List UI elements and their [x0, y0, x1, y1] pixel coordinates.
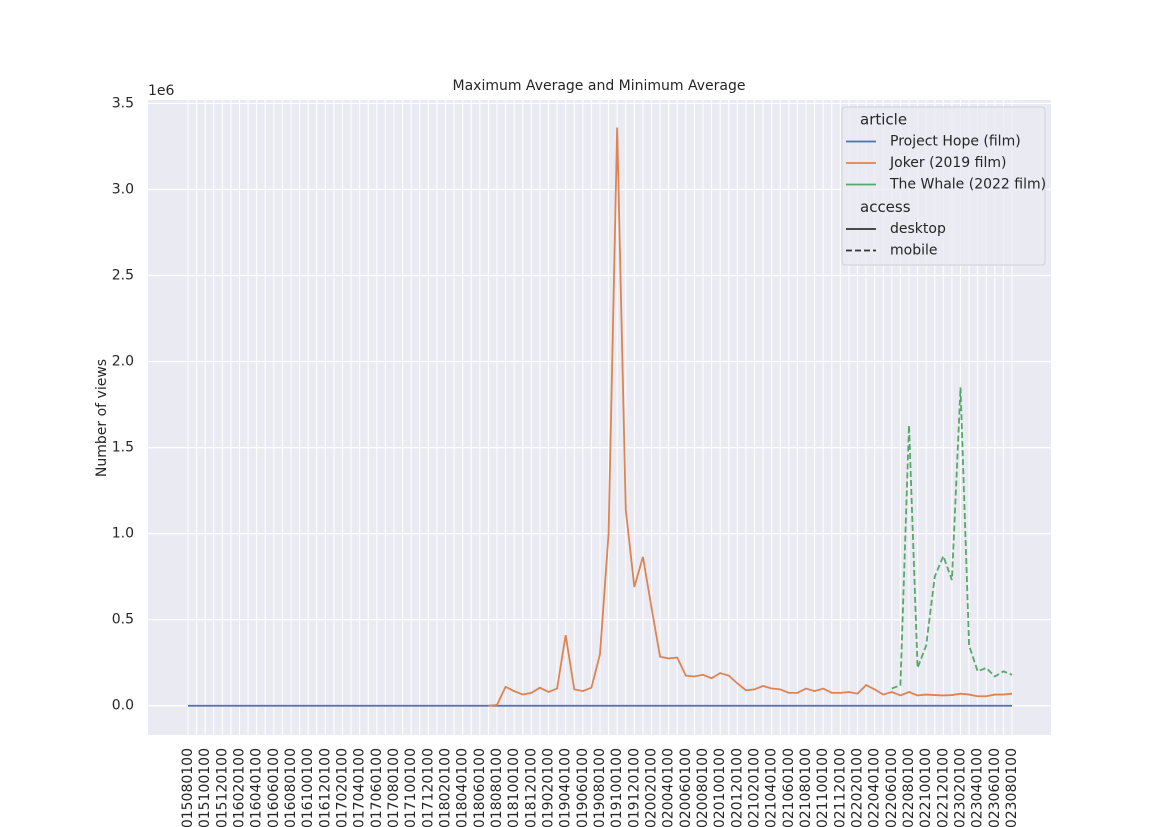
y-offset-label: 1e6	[148, 83, 175, 99]
x-tick-label: 2015100100	[197, 748, 213, 827]
x-tick-label: 2021020100	[747, 748, 763, 827]
y-tick-label: 3.5	[112, 95, 134, 111]
x-tick-label: 2019020100	[541, 748, 557, 827]
x-tick-label: 2016020100	[232, 748, 248, 827]
x-tick-label: 2022020100	[850, 748, 866, 827]
x-tick-label: 2023080100	[1004, 748, 1020, 827]
y-tick-label: 2.0	[112, 354, 134, 370]
series-line	[488, 127, 1013, 707]
y-tick-label: 0.0	[112, 698, 134, 714]
x-tick-label: 2020040100	[661, 748, 677, 827]
x-tick-label: 2021080100	[798, 748, 814, 827]
legend-label: mobile	[890, 243, 937, 259]
x-tick-label: 2023040100	[970, 748, 986, 827]
x-tick-label: 2019100100	[609, 748, 625, 827]
y-tick-label: 0.5	[112, 612, 134, 628]
x-tick-label: 2019120100	[626, 748, 642, 827]
x-tick-label: 2020100100	[712, 748, 728, 827]
x-tick-label: 2021120100	[832, 748, 848, 827]
x-tick-label: 2020080100	[695, 748, 711, 827]
legend-label: Project Hope (film)	[890, 134, 1021, 150]
x-tick-label: 2017040100	[352, 748, 368, 827]
x-tick-label: 2017100100	[403, 748, 419, 827]
x-tick-label: 2018040100	[455, 748, 471, 827]
x-tick-label: 2022060100	[884, 748, 900, 827]
x-tick-label: 2017020100	[335, 748, 351, 827]
y-tick-label: 1.5	[112, 440, 134, 456]
y-axis-label: Number of views	[94, 359, 110, 477]
x-tick-label: 2022100100	[918, 748, 934, 827]
y-tick-label: 1.0	[112, 526, 134, 542]
y-tick-label: 2.5	[112, 268, 134, 284]
legend-title: access	[860, 198, 911, 216]
x-tick-label: 2018120100	[523, 748, 539, 827]
x-tick-label: 2019080100	[592, 748, 608, 827]
x-tick-label: 2015120100	[214, 748, 230, 827]
series-line	[891, 387, 1013, 690]
x-tick-label: 2023020100	[953, 748, 969, 827]
x-tick-label: 2019040100	[558, 748, 574, 827]
x-tick-label: 2022080100	[901, 748, 917, 827]
x-tick-label: 2018020100	[438, 748, 454, 827]
x-tick-label: 2017060100	[369, 748, 385, 827]
x-tick-label: 2021040100	[764, 748, 780, 827]
chart-title: Maximum Average and Minimum Average	[453, 78, 746, 94]
x-tick-label: 2016080100	[283, 748, 299, 827]
x-tick-label: 2016120100	[317, 748, 333, 827]
legend-title: article	[860, 111, 907, 129]
x-tick-label: 2020020100	[644, 748, 660, 827]
x-tick-label: 2018100100	[506, 748, 522, 827]
x-tick-label: 2018060100	[472, 748, 488, 827]
x-tick-label: 2020120100	[729, 748, 745, 827]
x-tick-label: 2021060100	[781, 748, 797, 827]
x-tick-label: 2017080100	[386, 748, 402, 827]
legend-label: desktop	[890, 221, 946, 237]
x-tick-label: 2015080100	[180, 748, 196, 827]
x-tick-label: 2019060100	[575, 748, 591, 827]
legend-label: The Whale (2022 film)	[889, 177, 1046, 193]
y-tick-label: 3.0	[112, 181, 134, 197]
x-tick-label: 2017120100	[420, 748, 436, 827]
x-tick-label: 2016100100	[300, 748, 316, 827]
x-tick-label: 2020060100	[678, 748, 694, 827]
x-tick-label: 2022040100	[867, 748, 883, 827]
x-tick-label: 2016040100	[249, 748, 265, 827]
x-tick-label: 2018080100	[489, 748, 505, 827]
x-tick-label: 2021100100	[815, 748, 831, 827]
legend-label: Joker (2019 film)	[889, 155, 1006, 171]
x-tick-label: 2023060100	[987, 748, 1003, 827]
x-tick-label: 2016060100	[266, 748, 282, 827]
x-tick-label: 2022120100	[935, 748, 951, 827]
legend-box	[841, 106, 1046, 266]
